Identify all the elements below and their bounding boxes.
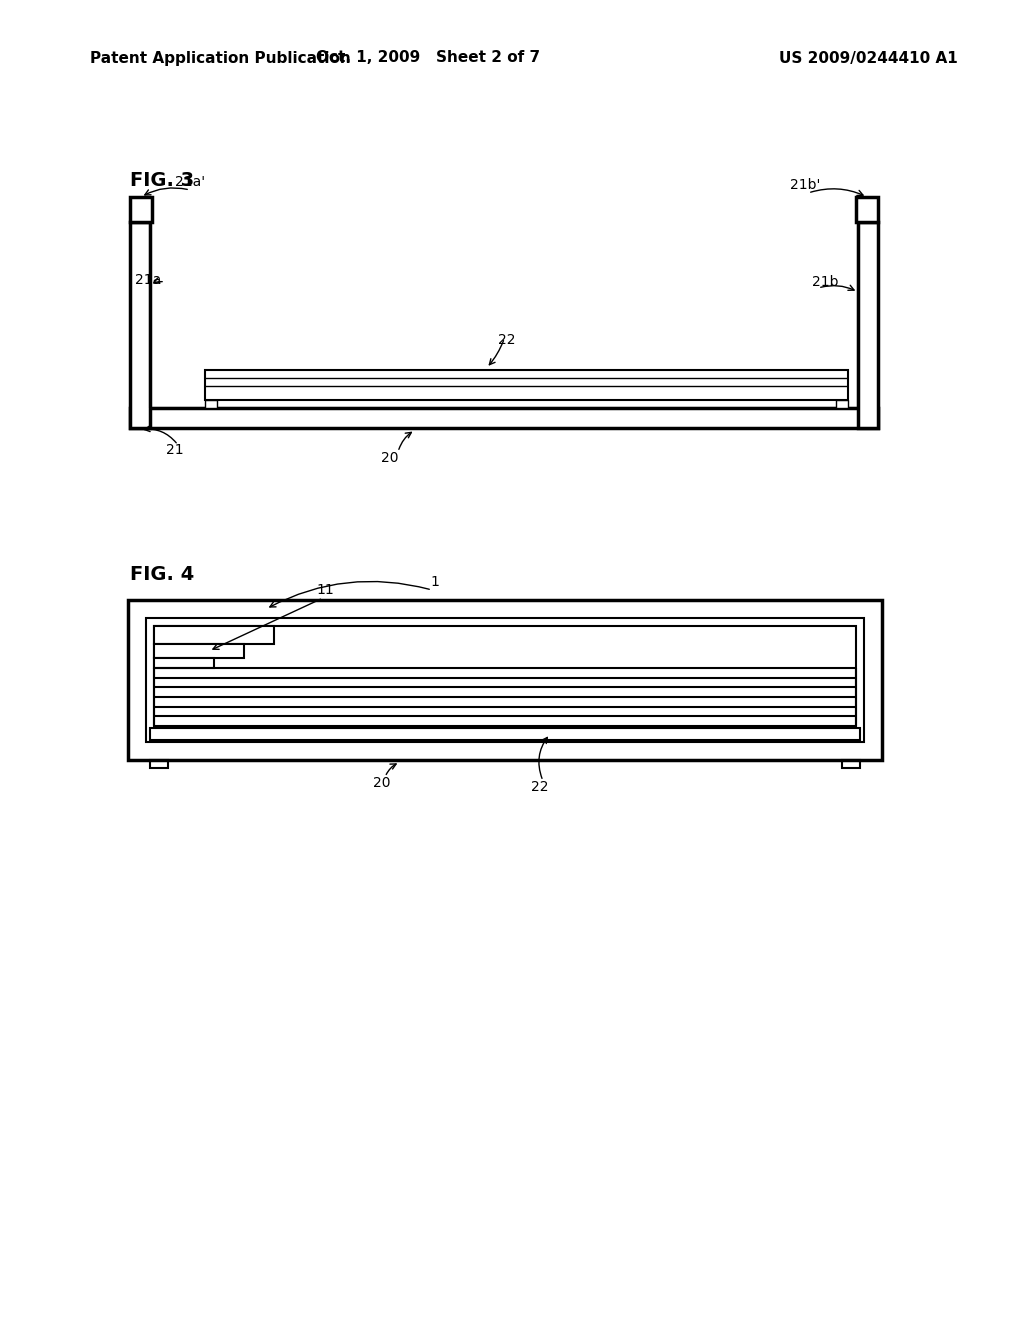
Bar <box>130 197 152 222</box>
Text: 22: 22 <box>531 780 549 795</box>
Bar <box>150 729 860 741</box>
Bar <box>858 222 878 428</box>
Bar <box>842 760 860 768</box>
Bar <box>146 618 864 742</box>
Bar <box>154 644 244 657</box>
Text: 1: 1 <box>430 576 439 589</box>
Bar <box>154 626 274 644</box>
Text: 20: 20 <box>381 451 398 465</box>
Text: FIG. 3: FIG. 3 <box>130 170 195 190</box>
Text: 20: 20 <box>374 776 391 789</box>
Text: 21: 21 <box>166 444 184 457</box>
Bar <box>154 657 214 668</box>
Text: 21a': 21a' <box>175 176 205 189</box>
Text: US 2009/0244410 A1: US 2009/0244410 A1 <box>778 50 957 66</box>
Bar <box>205 370 848 400</box>
Text: 21b': 21b' <box>790 178 820 191</box>
Bar <box>205 400 217 408</box>
Bar <box>130 408 878 428</box>
Bar <box>128 601 882 760</box>
Text: FIG. 4: FIG. 4 <box>130 565 195 585</box>
Text: 22: 22 <box>498 333 515 347</box>
Bar <box>130 222 150 428</box>
Bar <box>150 760 168 768</box>
Text: 21b: 21b <box>812 275 839 289</box>
Text: Patent Application Publication: Patent Application Publication <box>90 50 351 66</box>
Text: Oct. 1, 2009   Sheet 2 of 7: Oct. 1, 2009 Sheet 2 of 7 <box>316 50 540 66</box>
Bar <box>856 197 878 222</box>
Bar <box>154 626 856 734</box>
Text: 21a: 21a <box>135 273 161 286</box>
Text: 11: 11 <box>316 583 334 597</box>
Bar <box>836 400 848 408</box>
